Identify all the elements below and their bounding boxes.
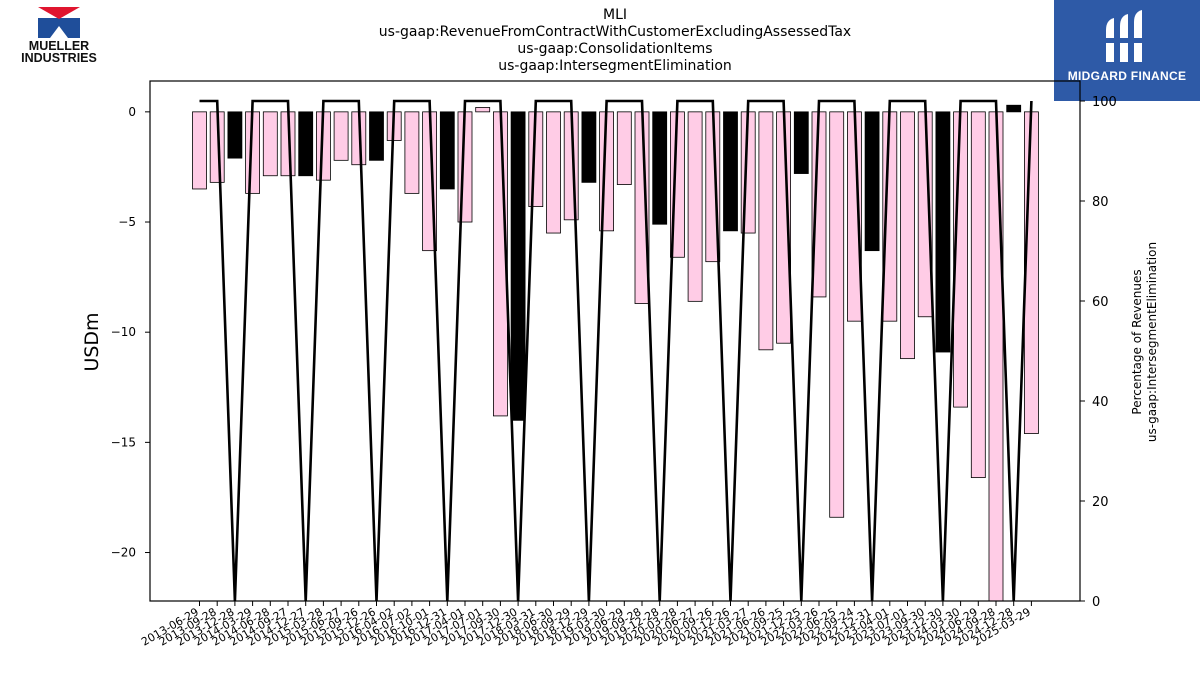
bar-2021-12-25 [793, 111, 809, 174]
bar-2023-07-01 [900, 111, 915, 360]
bar-2017-07-01 [475, 107, 491, 113]
y-right-tick-label-20: 20 [1092, 495, 1109, 510]
chart-title-line-3: us-gaap:ConsolidationItems [517, 41, 713, 57]
y-tick-label--20: −20 [111, 546, 136, 560]
bar-2016-07-02 [404, 111, 420, 194]
chart-title-line-1: MLI [602, 7, 627, 23]
bar-2019-06-29 [616, 111, 632, 185]
mueller-industries-logo: MUELLER INDUSTRIES [18, 6, 100, 66]
bar-2013-12-28 [227, 111, 243, 159]
bar-2020-12-26 [723, 111, 738, 232]
y-tick-label--10: −10 [111, 325, 136, 339]
plot-frame [149, 80, 1081, 602]
bar-2016-12-31 [439, 111, 455, 190]
logo-word-industries: INDUSTRIES [21, 51, 97, 65]
bar-2019-12-28 [652, 111, 668, 225]
bar-2022-12-31 [864, 111, 880, 252]
bar-2014-12-27 [298, 111, 314, 177]
y-right-tick-label-80: 80 [1092, 195, 1109, 210]
mueller-mark-icon [38, 7, 80, 38]
bar-2015-12-26 [369, 111, 384, 161]
bar-2020-06-27 [687, 111, 703, 302]
y-tick-label--5: −5 [118, 215, 136, 229]
bar-2024-12-28 [1006, 104, 1022, 113]
midgard-mark-icon [1102, 10, 1146, 62]
bar-2023-12-30 [935, 111, 951, 353]
bar-2017-12-30 [510, 111, 526, 421]
bar-2021-06-26 [758, 111, 774, 351]
logo-word-mueller: MUELLER [28, 39, 90, 53]
y-right-tick-label-40: 40 [1092, 395, 1109, 410]
y-tick-label--15: −15 [111, 435, 136, 449]
y-right-tick-label-100: 100 [1092, 95, 1117, 110]
bar-2018-06-30 [546, 111, 561, 234]
bar-2022-06-25 [829, 111, 845, 518]
midgard-finance-logo: MIDGARD FINANCE [1054, 0, 1200, 101]
chart-title-line-4: us-gaap:IntersegmentElimination [498, 58, 732, 74]
y-tick-label-0: 0 [128, 105, 136, 119]
bar-2024-06-29 [970, 111, 986, 479]
y-right-tick-label-60: 60 [1092, 295, 1109, 310]
midgard-finance-text: MIDGARD FINANCE [1067, 69, 1187, 83]
chart-title-line-2: us-gaap:RevenueFromContractWithCustomerE… [378, 24, 852, 40]
bar-2014-06-28 [262, 111, 278, 177]
bar-2013-06-29 [192, 111, 207, 190]
y-right-tick-label-0: 0 [1092, 595, 1100, 610]
bar-2015-06-27 [333, 111, 349, 161]
bar-2024-09-28 [988, 111, 1004, 601]
percentage-series-line [199, 99, 1033, 602]
bar-2018-12-29 [581, 111, 597, 183]
